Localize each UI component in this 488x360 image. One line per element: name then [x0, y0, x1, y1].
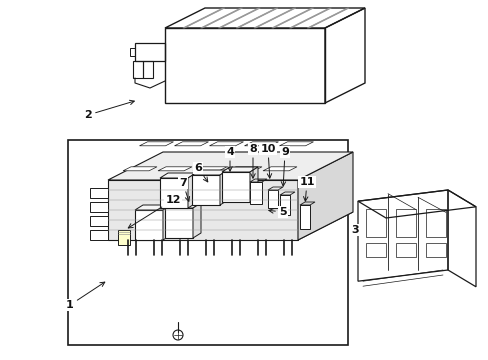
Polygon shape: [118, 230, 130, 245]
Polygon shape: [218, 8, 260, 28]
Text: 2: 2: [84, 100, 134, 120]
Polygon shape: [135, 205, 171, 210]
Polygon shape: [209, 142, 243, 146]
Polygon shape: [90, 230, 108, 240]
Polygon shape: [280, 195, 289, 215]
Bar: [68, 140, 347, 345]
Bar: [365, 209, 385, 237]
Bar: [395, 243, 415, 257]
Polygon shape: [263, 167, 296, 171]
Polygon shape: [297, 152, 352, 240]
Polygon shape: [164, 203, 201, 208]
Polygon shape: [227, 167, 262, 171]
Bar: [425, 243, 445, 257]
Text: 5: 5: [268, 207, 286, 217]
Polygon shape: [222, 172, 249, 202]
Polygon shape: [108, 212, 352, 240]
Polygon shape: [123, 167, 157, 171]
Polygon shape: [160, 173, 196, 178]
Polygon shape: [108, 152, 352, 180]
Text: 1: 1: [66, 282, 104, 310]
Polygon shape: [306, 8, 348, 28]
Polygon shape: [253, 8, 295, 28]
Polygon shape: [222, 167, 258, 172]
Polygon shape: [289, 8, 331, 28]
Polygon shape: [160, 178, 187, 208]
Polygon shape: [193, 167, 226, 171]
Polygon shape: [267, 190, 278, 208]
Polygon shape: [236, 8, 278, 28]
Polygon shape: [163, 205, 171, 240]
Text: 10: 10: [260, 144, 275, 178]
Polygon shape: [192, 170, 227, 175]
Polygon shape: [200, 8, 242, 28]
Polygon shape: [183, 8, 224, 28]
Polygon shape: [135, 210, 163, 240]
Text: 11: 11: [299, 177, 314, 201]
Polygon shape: [164, 208, 193, 238]
Text: 12: 12: [128, 195, 181, 228]
Bar: [425, 209, 445, 237]
Polygon shape: [187, 173, 196, 208]
Polygon shape: [249, 167, 258, 202]
Polygon shape: [193, 203, 201, 238]
Polygon shape: [249, 182, 262, 204]
Polygon shape: [139, 142, 173, 146]
Polygon shape: [158, 167, 192, 171]
Polygon shape: [220, 170, 227, 205]
Text: 6: 6: [194, 163, 207, 182]
Text: 3: 3: [350, 225, 358, 235]
Polygon shape: [279, 142, 313, 146]
Polygon shape: [90, 216, 108, 226]
Text: 9: 9: [281, 147, 288, 186]
Polygon shape: [108, 180, 297, 240]
Polygon shape: [174, 142, 208, 146]
Bar: [365, 243, 385, 257]
Polygon shape: [90, 202, 108, 212]
Text: 7: 7: [179, 178, 189, 201]
Bar: [395, 209, 415, 237]
Polygon shape: [192, 175, 220, 205]
Text: 4: 4: [225, 147, 233, 171]
Polygon shape: [271, 8, 313, 28]
Text: 8: 8: [248, 144, 256, 178]
Polygon shape: [299, 205, 309, 229]
Polygon shape: [244, 142, 278, 146]
Polygon shape: [90, 188, 108, 198]
